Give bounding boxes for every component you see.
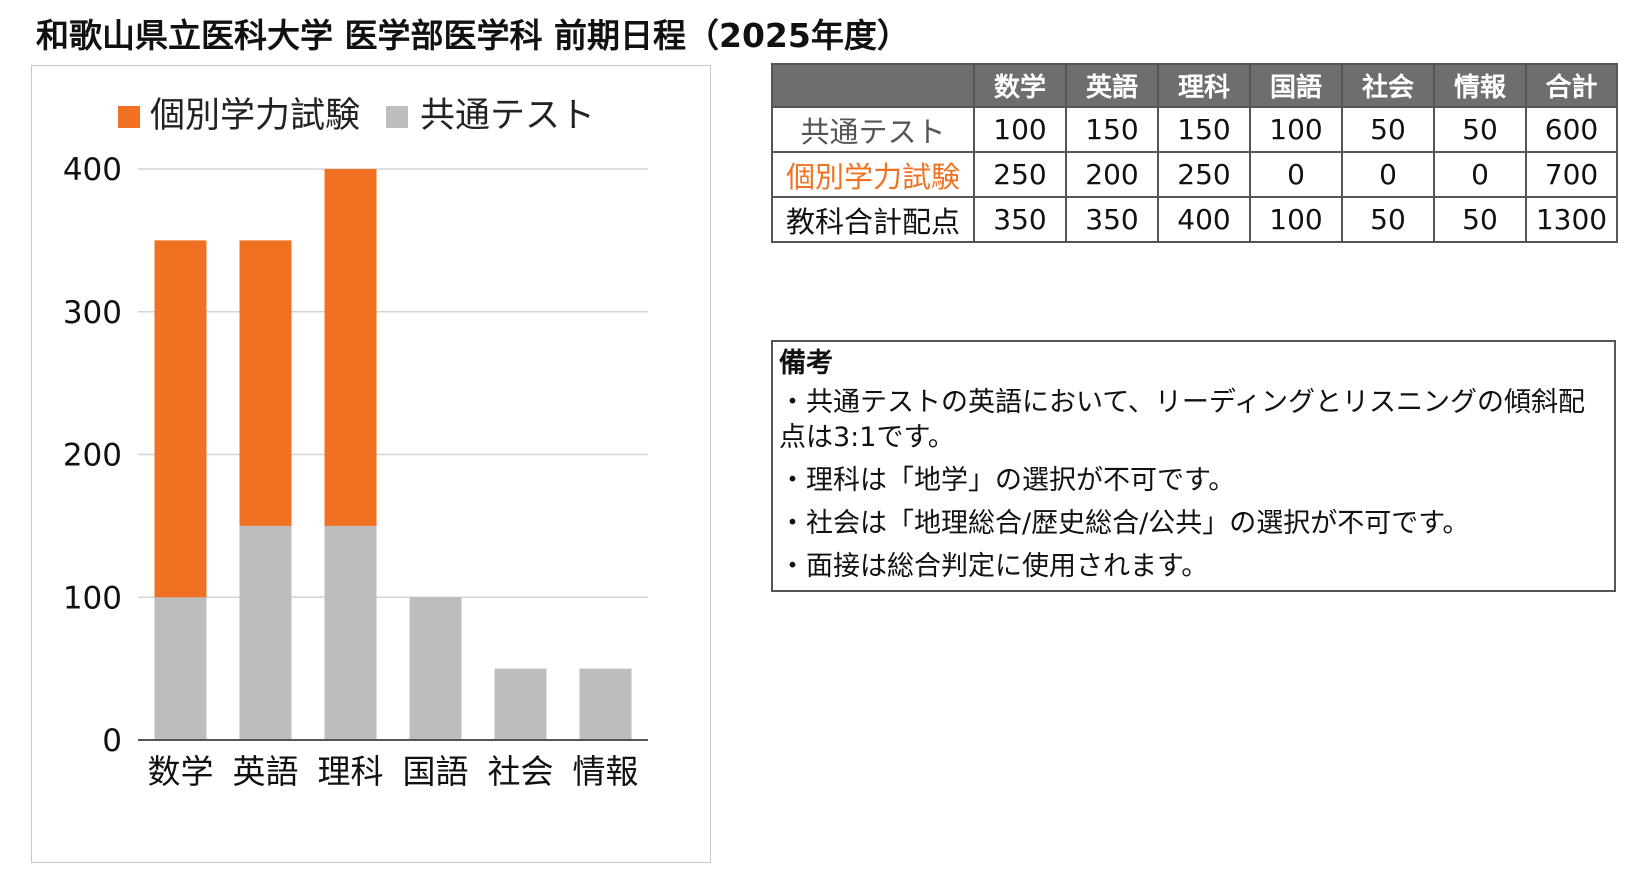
table-header-corner: [771, 63, 975, 108]
bar-segment-individual-exam: [324, 169, 377, 526]
chart-panel: 個別学力試験 共通テスト 0 100 200 300 400 数学 英語 理科 国語 社会 情報: [31, 65, 711, 863]
bar-segment-common-test: [579, 668, 632, 740]
x-category-label: 数学: [148, 752, 214, 791]
table-row-common-test: 共通テスト 100 150 150 100 50 50 600: [771, 106, 1618, 153]
y-tick-label: 200: [63, 438, 122, 474]
row-label-individual-exam: 個別学力試験: [771, 151, 975, 198]
notes-list: ・共通テストの英語において、リーディングとリスニングの傾斜配点は3:1です。 ・…: [779, 385, 1606, 584]
score-table: 数学 英語 理科 国語 社会 情報 合計 共通テスト 100 150 150 1…: [771, 63, 1618, 243]
legend-swatch-individual: [118, 106, 140, 128]
x-axis-categories: 数学 英語 理科 国語 社会 情報: [148, 752, 639, 791]
table-cell: 100: [1249, 196, 1343, 243]
x-category-label: 英語: [233, 752, 299, 791]
bar-segment-individual-exam: [239, 240, 292, 526]
table-cell: 350: [973, 196, 1067, 243]
y-tick-label: 300: [63, 295, 122, 331]
row-label-subject-total: 教科合計配点: [771, 196, 975, 243]
y-tick-label: 0: [102, 723, 122, 759]
legend-label-common: 共通テスト: [420, 96, 595, 136]
bar-segment-common-test: [324, 525, 377, 740]
row-label-common-test: 共通テスト: [771, 106, 975, 153]
table-cell: 350: [1065, 196, 1159, 243]
table-cell: 0: [1433, 151, 1527, 198]
bar-segment-common-test: [409, 597, 462, 740]
y-tick-label: 100: [63, 580, 122, 616]
table-row-individual-exam: 個別学力試験 250 200 250 0 0 0 700: [771, 151, 1618, 198]
y-tick-label: 400: [63, 152, 122, 188]
table-header-cell: 英語: [1065, 63, 1159, 108]
x-category-label: 国語: [403, 752, 469, 791]
y-axis-ticks: 0 100 200 300 400: [63, 152, 122, 759]
table-cell: 50: [1341, 196, 1435, 243]
bar-segment-common-test: [239, 525, 292, 740]
notes-box: 備考 ・共通テストの英語において、リーディングとリスニングの傾斜配点は3:1です…: [771, 340, 1616, 592]
note-item: ・理科は「地学」の選択が不可です。: [779, 465, 1236, 496]
x-category-label: 社会: [488, 752, 554, 791]
legend-swatch-common: [386, 106, 408, 128]
bar-segment-common-test: [494, 668, 547, 740]
table-header-cell: 社会: [1341, 63, 1435, 108]
bar-segment-individual-exam: [154, 240, 207, 598]
table-cell-total: 700: [1525, 151, 1618, 198]
note-item: ・社会は「地理総合/歴史総合/公共」の選択が不可です。: [779, 508, 1470, 539]
table-cell-total: 600: [1525, 106, 1618, 153]
page-title: 和歌山県立医科大学 医学部医学科 前期日程（2025年度）: [36, 16, 910, 55]
note-item: ・共通テストの英語において、リーディングとリスニングの傾斜配点は3:1です。: [779, 387, 1585, 453]
table-cell: 0: [1341, 151, 1435, 198]
table-header-cell: 情報: [1433, 63, 1527, 108]
bars: [154, 169, 632, 740]
table-header-cell: 合計: [1525, 63, 1618, 108]
table-cell: 150: [1157, 106, 1251, 153]
legend-label-individual: 個別学力試験: [150, 96, 360, 136]
table-cell: 150: [1065, 106, 1159, 153]
bar-segment-common-test: [154, 597, 207, 740]
chart-legend: 個別学力試験 共通テスト: [118, 96, 595, 136]
table-header-row: 数学 英語 理科 国語 社会 情報 合計: [771, 63, 1618, 108]
table-cell: 250: [1157, 151, 1251, 198]
table-cell: 50: [1341, 106, 1435, 153]
table-header-cell: 国語: [1249, 63, 1343, 108]
table-cell: 250: [973, 151, 1067, 198]
table-cell: 50: [1433, 106, 1527, 153]
x-category-label: 理科: [318, 752, 384, 791]
table-cell: 400: [1157, 196, 1251, 243]
stacked-bar-chart: 個別学力試験 共通テスト 0 100 200 300 400 数学 英語 理科 国語 社会 情報: [63, 96, 648, 791]
table-row-subject-total: 教科合計配点 350 350 400 100 50 50 1300: [771, 196, 1618, 243]
table-cell: 100: [1249, 106, 1343, 153]
note-item: ・面接は総合判定に使用されます。: [779, 551, 1209, 582]
x-category-label: 情報: [573, 752, 639, 791]
table-cell: 0: [1249, 151, 1343, 198]
gridlines: [138, 168, 648, 598]
notes-title: 備考: [779, 348, 833, 379]
table-cell: 100: [973, 106, 1067, 153]
table-header-cell: 理科: [1157, 63, 1251, 108]
table-cell-total: 1300: [1525, 196, 1618, 243]
table-header-cell: 数学: [973, 63, 1067, 108]
table-cell: 50: [1433, 196, 1527, 243]
table-cell: 200: [1065, 151, 1159, 198]
